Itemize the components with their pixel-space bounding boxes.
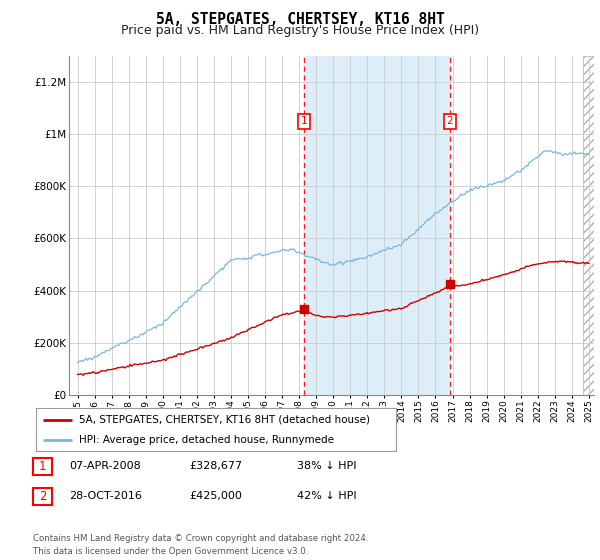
Text: 42% ↓ HPI: 42% ↓ HPI	[297, 491, 356, 501]
Text: 28-OCT-2016: 28-OCT-2016	[69, 491, 142, 501]
Bar	[583, 56, 594, 395]
Text: 2: 2	[39, 489, 46, 503]
Text: 5A, STEPGATES, CHERTSEY, KT16 8HT: 5A, STEPGATES, CHERTSEY, KT16 8HT	[155, 12, 445, 27]
Text: HPI: Average price, detached house, Runnymede: HPI: Average price, detached house, Runn…	[79, 435, 334, 445]
Text: 07-APR-2008: 07-APR-2008	[69, 461, 141, 471]
Text: 2: 2	[446, 116, 453, 126]
Text: 5A, STEPGATES, CHERTSEY, KT16 8HT (detached house): 5A, STEPGATES, CHERTSEY, KT16 8HT (detac…	[79, 415, 370, 424]
Bar	[304, 56, 449, 395]
Text: 1: 1	[301, 116, 307, 126]
Text: Contains HM Land Registry data © Crown copyright and database right 2024.
This d: Contains HM Land Registry data © Crown c…	[33, 534, 368, 556]
Text: £425,000: £425,000	[189, 491, 242, 501]
Text: Price paid vs. HM Land Registry's House Price Index (HPI): Price paid vs. HM Land Registry's House …	[121, 24, 479, 37]
Text: 38% ↓ HPI: 38% ↓ HPI	[297, 461, 356, 471]
Text: 1: 1	[39, 460, 46, 473]
Text: £328,677: £328,677	[189, 461, 242, 471]
